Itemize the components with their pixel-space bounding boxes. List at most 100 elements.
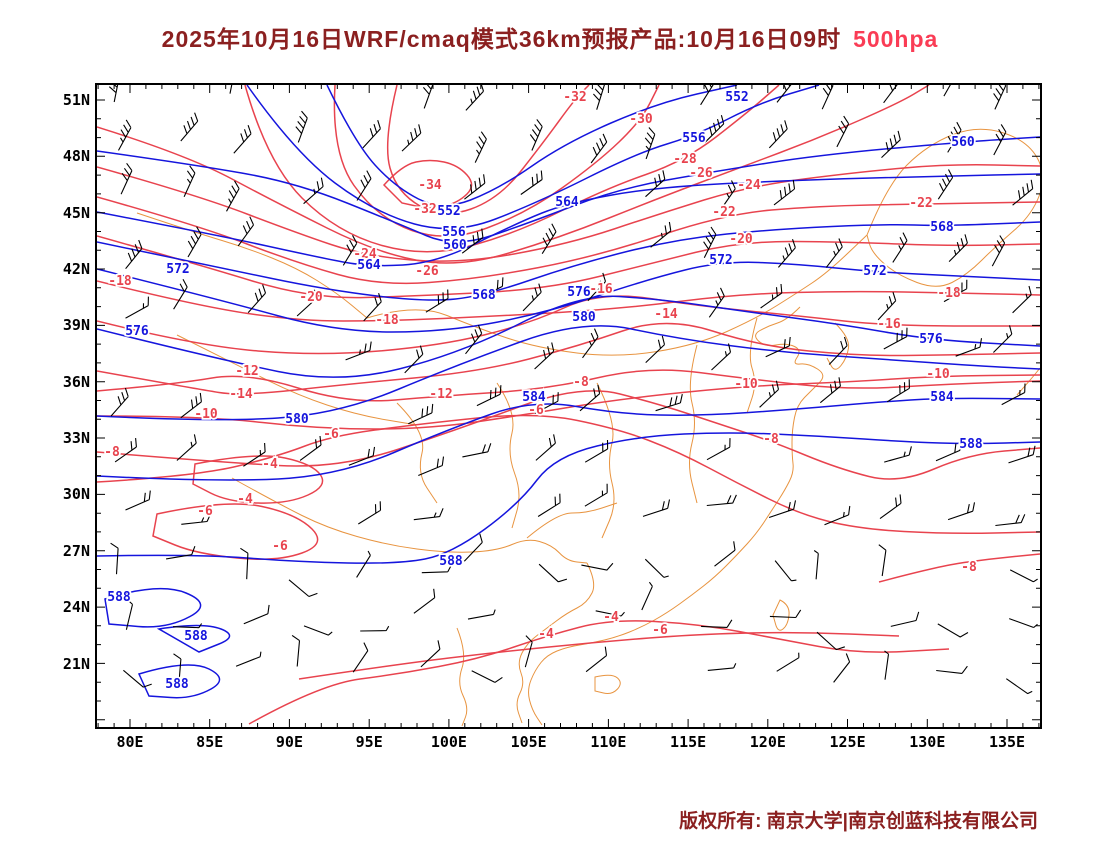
height-contour-label: 572 [863,264,886,279]
height-contour-576 [97,295,1040,378]
height-contour-label: 584 [930,390,954,405]
temp-contour--8 [878,553,1040,583]
lon-label: 120E [749,733,786,751]
title-text: 2025年10月16日WRF/cmaq模式36km预报产品:10月16日09时 [161,26,842,52]
geo-outline [826,322,850,370]
temp-contour--22 [97,196,1040,285]
geo-outline [689,344,698,504]
geo-outline [366,234,868,356]
temp-contour--6 [152,503,319,560]
lon-label: 80E [116,733,144,751]
temp-contour--6 [97,414,1040,535]
temp-contour-label: -6 [197,504,213,519]
height-contour-label: 588 [959,437,983,452]
height-contour-label: 560 [443,238,467,253]
page-title: 2025年10月16日WRF/cmaq模式36km预报产品:10月16日09时 5… [0,20,1100,54]
temp-contour--16 [97,295,1040,355]
height-contour-label: 588 [165,677,189,692]
temp-contour-label: -24 [353,247,377,262]
height-contour-label: 576 [919,332,943,347]
height-contour-label: 580 [285,412,309,427]
temp-contour--4 [192,455,324,504]
geo-outline [528,306,824,726]
height-contour-label: 576 [567,285,591,300]
temp-contour-label: -14 [229,387,253,402]
height-contour-label: 552 [725,90,748,105]
temp-contour-label: -26 [415,264,439,279]
geo-outline [516,562,595,724]
wind-barbs [108,85,1038,695]
temp-contour-label: -32 [563,90,586,105]
lat-label: 24N [62,598,90,617]
height-contour-label: 588 [184,629,208,644]
temp-contour--8 [97,390,1040,480]
temp-contour--30 [333,85,660,237]
temp-contour--6 [298,631,900,680]
height-contour-588 [97,432,1040,564]
temp-contour-label: -16 [877,317,901,332]
temp-contour-label: -24 [737,178,761,193]
axis-ticks [97,85,1040,727]
height-contour-552 [326,85,738,206]
geo-outline [746,317,758,414]
temp-contour--18 [97,280,1040,322]
temp-contour-label: -8 [104,445,120,460]
temp-contour-label: -12 [429,387,452,402]
lat-label: 42N [62,260,90,279]
temp-contour-label: -16 [589,282,613,297]
temp-contour--14 [97,322,1040,395]
temp-contour--4 [248,620,950,725]
temp-contour-label: -10 [734,377,758,392]
temp-contour--12 [97,369,1040,402]
temp-contour-label: -22 [712,205,735,220]
height-contour-label: 572 [709,253,732,268]
temp-contour--20 [97,235,1040,299]
lat-label: 27N [62,541,90,560]
geo-outline [526,502,618,539]
height-contour-588 [156,624,231,653]
height-contour-label: 588 [439,554,463,569]
geo-outline [866,128,1040,287]
lon-label: 125E [829,733,866,751]
lon-label: 135E [988,733,1026,751]
lon-label: 100E [430,733,467,751]
map-canvas: -34-32-32-30-28-26-26-24-24-22-22-20-20-… [97,85,1040,727]
height-contour-label: 588 [107,590,131,605]
temp-contour--34 [382,159,473,209]
lon-label: 110E [590,733,627,751]
height-contour-label: 584 [522,390,546,405]
lat-label: 36N [62,372,90,391]
temp-contour--32 [386,85,590,215]
map-plot: -34 -32 -32 -30 -28 -26 -26 -24 -24 -22 -22 -20 -20-… [95,83,1042,729]
height-contour-572 [97,261,1040,333]
temp-contour-label: -4 [603,610,619,625]
geo-outline [496,382,520,529]
temp-contour-label: -8 [763,432,779,447]
geo-outline [594,674,621,694]
height-contour-label: 556 [442,225,466,240]
pressure-level-label: 500hpa [853,26,939,52]
temp-contour-label: -4 [262,457,278,472]
lon-label: 90E [275,733,303,751]
geo-outline [772,599,790,631]
geo-outline [596,382,615,539]
temp-contour-label: -6 [528,403,544,418]
temp-contour-label: -20 [299,290,323,305]
lon-label: 105E [510,733,547,751]
height-contour-568 [97,221,1040,301]
height-contour-label: 576 [125,324,149,339]
temp-contour-label: -14 [654,307,678,322]
height-contour-580 [97,325,1040,421]
lat-label: 51N [62,91,90,109]
lat-label: 30N [62,485,90,504]
geo-outline [456,627,468,727]
height-contour-588 [104,587,202,628]
lat-label: 33N [62,429,90,448]
height-contour-label: 560 [951,135,975,150]
height-contour-label: 580 [572,310,596,325]
temp-contour--28 [244,85,780,253]
lat-label: 39N [62,316,90,335]
temp-contour-label: -28 [673,152,697,167]
temp-contour-label: -6 [323,427,339,442]
